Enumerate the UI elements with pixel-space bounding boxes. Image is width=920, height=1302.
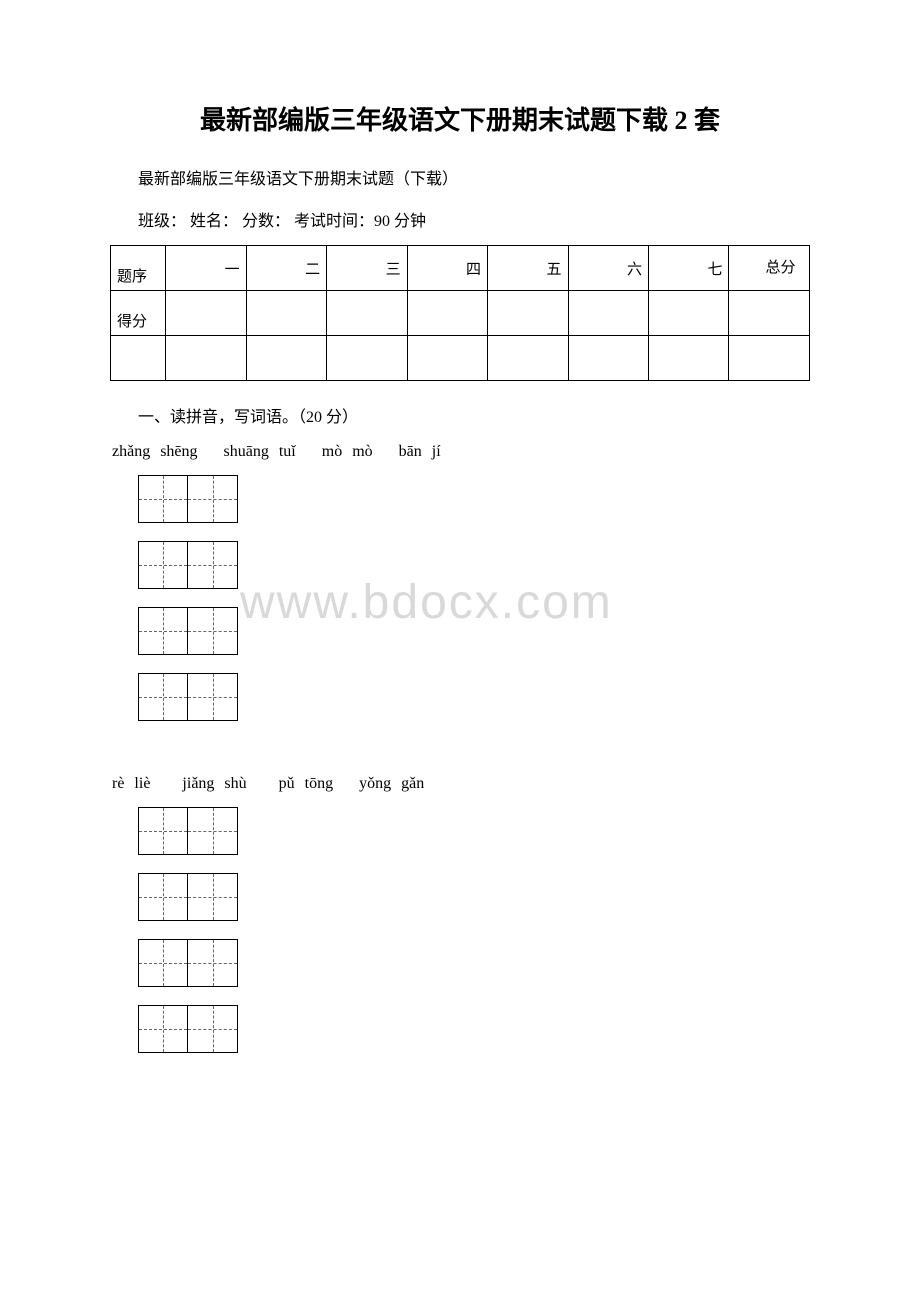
col-header: 三 xyxy=(327,246,407,291)
empty-cell xyxy=(111,336,166,381)
writing-cell xyxy=(139,476,188,522)
writing-cell xyxy=(188,674,237,720)
writing-box-pair xyxy=(138,873,238,921)
exam-info-line: 班级： 姓名： 分数： 考试时间：90 分钟 xyxy=(110,207,810,231)
writing-cell xyxy=(188,542,237,588)
empty-cell xyxy=(246,336,326,381)
empty-cell xyxy=(327,336,407,381)
empty-cell xyxy=(568,336,648,381)
col-header: 一 xyxy=(166,246,246,291)
score-table: 题序 一 二 三 四 五 六 七 总分 得分 xyxy=(110,245,810,381)
row-label: 题序 xyxy=(111,246,166,291)
row-label: 得分 xyxy=(111,291,166,336)
writing-cell xyxy=(188,1006,237,1052)
col-header: 六 xyxy=(568,246,648,291)
col-header: 五 xyxy=(488,246,568,291)
score-cell xyxy=(648,291,728,336)
writing-box-pair xyxy=(138,1005,238,1053)
writing-cell xyxy=(188,808,237,854)
writing-grid-group-2 xyxy=(110,807,810,1053)
writing-cell xyxy=(139,940,188,986)
writing-box-pair xyxy=(138,807,238,855)
writing-cell xyxy=(139,542,188,588)
empty-cell xyxy=(407,336,487,381)
writing-cell xyxy=(139,674,188,720)
writing-box-pair xyxy=(138,475,238,523)
writing-cell xyxy=(188,608,237,654)
writing-cell xyxy=(188,940,237,986)
empty-cell xyxy=(488,336,568,381)
writing-cell xyxy=(139,808,188,854)
writing-box-pair xyxy=(138,673,238,721)
score-cell xyxy=(166,291,246,336)
spacer xyxy=(110,749,810,775)
col-header: 四 xyxy=(407,246,487,291)
score-cell xyxy=(488,291,568,336)
score-cell xyxy=(407,291,487,336)
pinyin-row-1: zhǎng shēng shuāng tuǐ mò mò bān jí xyxy=(110,443,810,461)
score-cell xyxy=(327,291,407,336)
score-cell xyxy=(246,291,326,336)
table-row: 题序 一 二 三 四 五 六 七 总分 xyxy=(111,246,810,291)
page-title: 最新部编版三年级语文下册期末试题下载 2 套 xyxy=(110,100,810,137)
writing-grid-group-1 xyxy=(110,475,810,721)
section-1-heading: 一、读拼音，写词语。（20 分） xyxy=(110,403,810,427)
writing-cell xyxy=(139,608,188,654)
pinyin-row-2: rè liè jiǎng shù pǔ tōng yǒng gǎn xyxy=(110,775,810,793)
writing-box-pair xyxy=(138,541,238,589)
empty-cell xyxy=(648,336,728,381)
score-cell xyxy=(729,291,810,336)
empty-cell xyxy=(729,336,810,381)
table-row xyxy=(111,336,810,381)
subtitle-text: 最新部编版三年级语文下册期末试题（下载） xyxy=(110,165,810,189)
score-cell xyxy=(568,291,648,336)
col-header: 七 xyxy=(648,246,728,291)
writing-cell xyxy=(139,874,188,920)
writing-box-pair xyxy=(138,939,238,987)
writing-box-pair xyxy=(138,607,238,655)
writing-cell xyxy=(188,476,237,522)
total-header: 总分 xyxy=(729,246,810,291)
table-row: 得分 xyxy=(111,291,810,336)
writing-cell xyxy=(188,874,237,920)
empty-cell xyxy=(166,336,246,381)
writing-cell xyxy=(139,1006,188,1052)
col-header: 二 xyxy=(246,246,326,291)
